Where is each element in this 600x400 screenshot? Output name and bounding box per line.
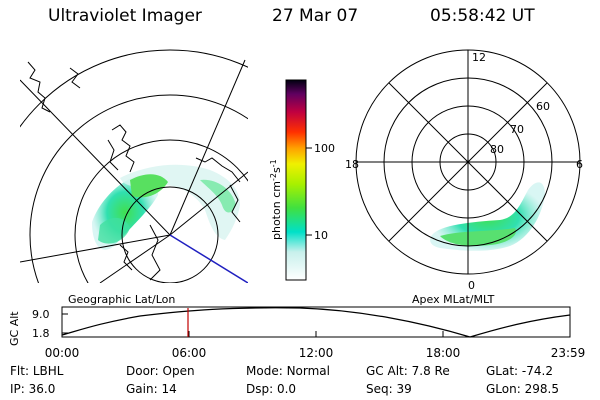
footer-filter: Flt: LBHL (10, 364, 64, 378)
aurora-core (130, 174, 168, 198)
altitude-ytick-label: 9.0 (32, 308, 50, 321)
coastline-south-america (27, 61, 51, 113)
coastline-east-2 (229, 184, 241, 223)
coastline-island (69, 67, 81, 89)
lat-label-60: 60 (536, 100, 550, 113)
geo-lon-line (169, 171, 248, 236)
altitude-xtick-label: 18:00 (426, 346, 461, 360)
geo-lat-circle (29, 94, 248, 283)
mlt-label-left: 18 (345, 158, 359, 171)
colorbar-tick-label: 10 (314, 229, 328, 242)
noon-meridian-line (169, 234, 248, 283)
footer-gain: Gain: 14 (126, 382, 177, 396)
apex-meridian-diagonal (388, 82, 548, 242)
geo-lon-line (99, 234, 171, 283)
footer-gc-alt: GC Alt: 7.8 Re (366, 364, 450, 378)
coastline-east (195, 157, 241, 183)
colorbar-unit-label: photon cm-2s-1 (269, 159, 283, 240)
altitude-ylabel: GC Alt (8, 311, 21, 346)
geo-lon-line (20, 79, 171, 236)
footer-glat: GLat: -74.2 (486, 364, 553, 378)
geo-lat-circle (74, 139, 248, 283)
altitude-xtick-label: 12:00 (299, 346, 334, 360)
colorbar-gradient (285, 79, 307, 281)
geo-lon-line (20, 234, 171, 263)
apex-caption: Apex MLat/MLT (412, 293, 495, 306)
altitude-ytick-label: 1.8 (32, 327, 50, 340)
altitude-xtick-label: 06:00 (172, 346, 207, 360)
altitude-curve (61, 307, 571, 338)
lat-label-80: 80 (490, 143, 504, 156)
date-label: 27 Mar 07 (272, 6, 359, 26)
coastline-antarctica (149, 224, 161, 281)
geographic-map (20, 49, 248, 283)
altitude-xtick-label: 23:59 (551, 346, 586, 360)
lat-label-70: 70 (510, 123, 524, 136)
footer-dsp: Dsp: 0.0 (246, 382, 297, 396)
footer-mode: Mode: Normal (246, 364, 330, 378)
footer-glon: GLon: 298.5 (486, 382, 559, 396)
time-label: 05:58:42 UT (430, 6, 535, 26)
altitude-plot: GC Alt 9.0 1.8 00:00 06:00 12:00 18:00 2… (8, 306, 586, 360)
mlt-label-bottom: 0 (468, 279, 475, 292)
geo-lat-circle (121, 186, 219, 283)
instrument-title: Ultraviolet Imager (48, 6, 202, 26)
coastline-peninsula-2 (107, 139, 119, 171)
aurora-oval-core (440, 228, 516, 246)
altitude-xtick-label: 00:00 (45, 346, 80, 360)
footer-seq: Seq: 39 (366, 382, 412, 396)
coastline-peninsula (111, 124, 135, 173)
mlt-label-right: 6 (576, 158, 583, 171)
coastline-ice-shelf (119, 244, 133, 271)
geo-caption: Geographic Lat/Lon (68, 293, 175, 306)
footer-ip: IP: 36.0 (10, 382, 56, 396)
geo-lon-line (169, 59, 246, 236)
colorbar-tick-label: 100 (314, 142, 335, 155)
footer-door: Door: Open (126, 364, 195, 378)
apex-map: 12 18 6 0 60 70 80 (345, 49, 583, 292)
geo-lat-circle (20, 49, 248, 128)
colorbar: 100 10 photon cm-2s-1 (269, 79, 335, 281)
mlt-label-top: 12 (472, 51, 486, 64)
